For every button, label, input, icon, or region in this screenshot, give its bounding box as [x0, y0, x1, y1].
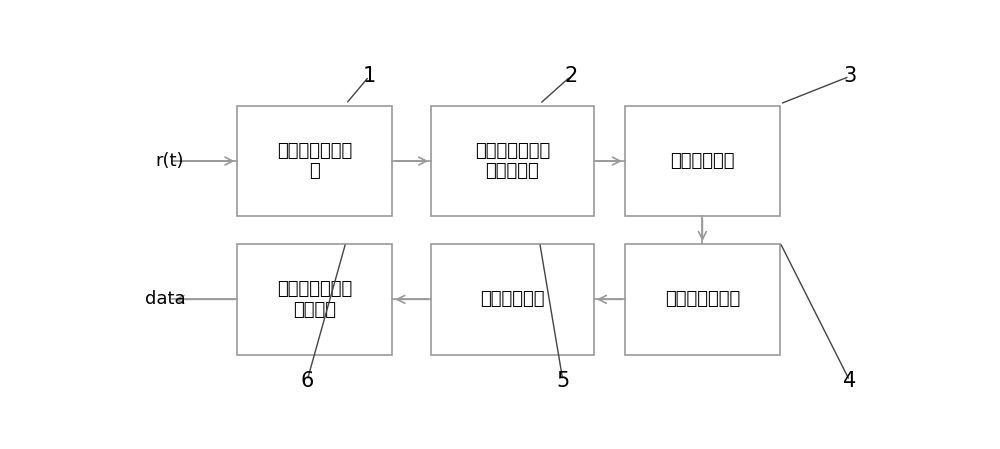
Bar [431, 106, 594, 216]
Text: 5: 5 [556, 370, 570, 391]
Text: 相位同步模块: 相位同步模块 [480, 291, 545, 308]
Text: 4: 4 [843, 370, 856, 391]
Text: data: data [145, 291, 186, 308]
Bar [237, 244, 392, 355]
Text: 粗频率同步与时
间同步模块: 粗频率同步与时 间同步模块 [475, 141, 550, 180]
Text: 2: 2 [564, 66, 577, 86]
Text: 3: 3 [843, 66, 856, 86]
Text: 定时同步模块: 定时同步模块 [670, 152, 735, 170]
Bar [431, 244, 594, 355]
Bar [625, 106, 780, 216]
Bar [625, 244, 780, 355]
Text: 解相位模糊与解
映射模块: 解相位模糊与解 映射模块 [277, 280, 352, 319]
Text: 突发信号检测模
块: 突发信号检测模 块 [277, 141, 352, 180]
Text: 细频率同步模块: 细频率同步模块 [665, 291, 740, 308]
Text: 6: 6 [300, 370, 314, 391]
Text: 1: 1 [362, 66, 376, 86]
Bar [237, 106, 392, 216]
Text: r(t): r(t) [156, 152, 184, 170]
